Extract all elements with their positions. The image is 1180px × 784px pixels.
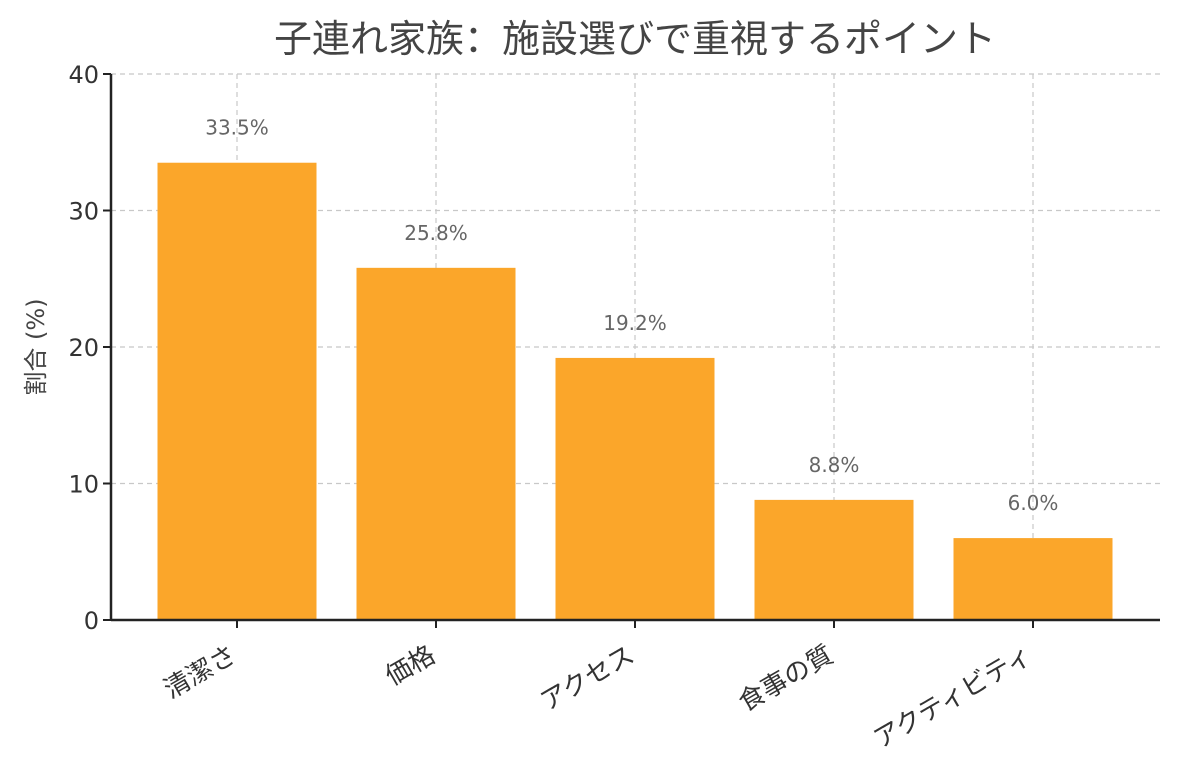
- bar: [555, 357, 715, 620]
- bar-value-label: 6.0%: [1008, 491, 1059, 515]
- y-axis-label: 割合 (%): [22, 298, 50, 395]
- y-tick-label: 30: [68, 198, 99, 226]
- bar-value-label: 19.2%: [603, 311, 667, 335]
- x-category-label: アクセス: [536, 640, 640, 717]
- x-category-label: 清潔さ: [159, 640, 242, 705]
- x-category-label: 価格: [381, 640, 441, 692]
- bars: [157, 162, 1113, 620]
- y-tick-label: 0: [84, 607, 99, 635]
- y-tick-label: 20: [68, 334, 99, 362]
- bar-value-label: 8.8%: [809, 453, 860, 477]
- x-category-label: アクティビティ: [869, 640, 1038, 755]
- bar-value-label: 25.8%: [404, 221, 468, 245]
- bar: [356, 267, 516, 620]
- bar: [157, 162, 317, 620]
- x-category-label: 食事の質: [734, 640, 839, 718]
- chart-title: 子連れ家族：施設選びで重視するポイント: [274, 17, 996, 61]
- axes: [103, 73, 1160, 628]
- bar-value-label: 33.5%: [205, 116, 269, 140]
- y-tick-label: 40: [68, 61, 99, 89]
- data-labels: 33.5% 25.8% 19.2% 8.8% 6.0%: [205, 116, 1058, 515]
- bar: [953, 538, 1113, 620]
- y-tick-label: 10: [68, 471, 99, 499]
- bar: [754, 499, 914, 620]
